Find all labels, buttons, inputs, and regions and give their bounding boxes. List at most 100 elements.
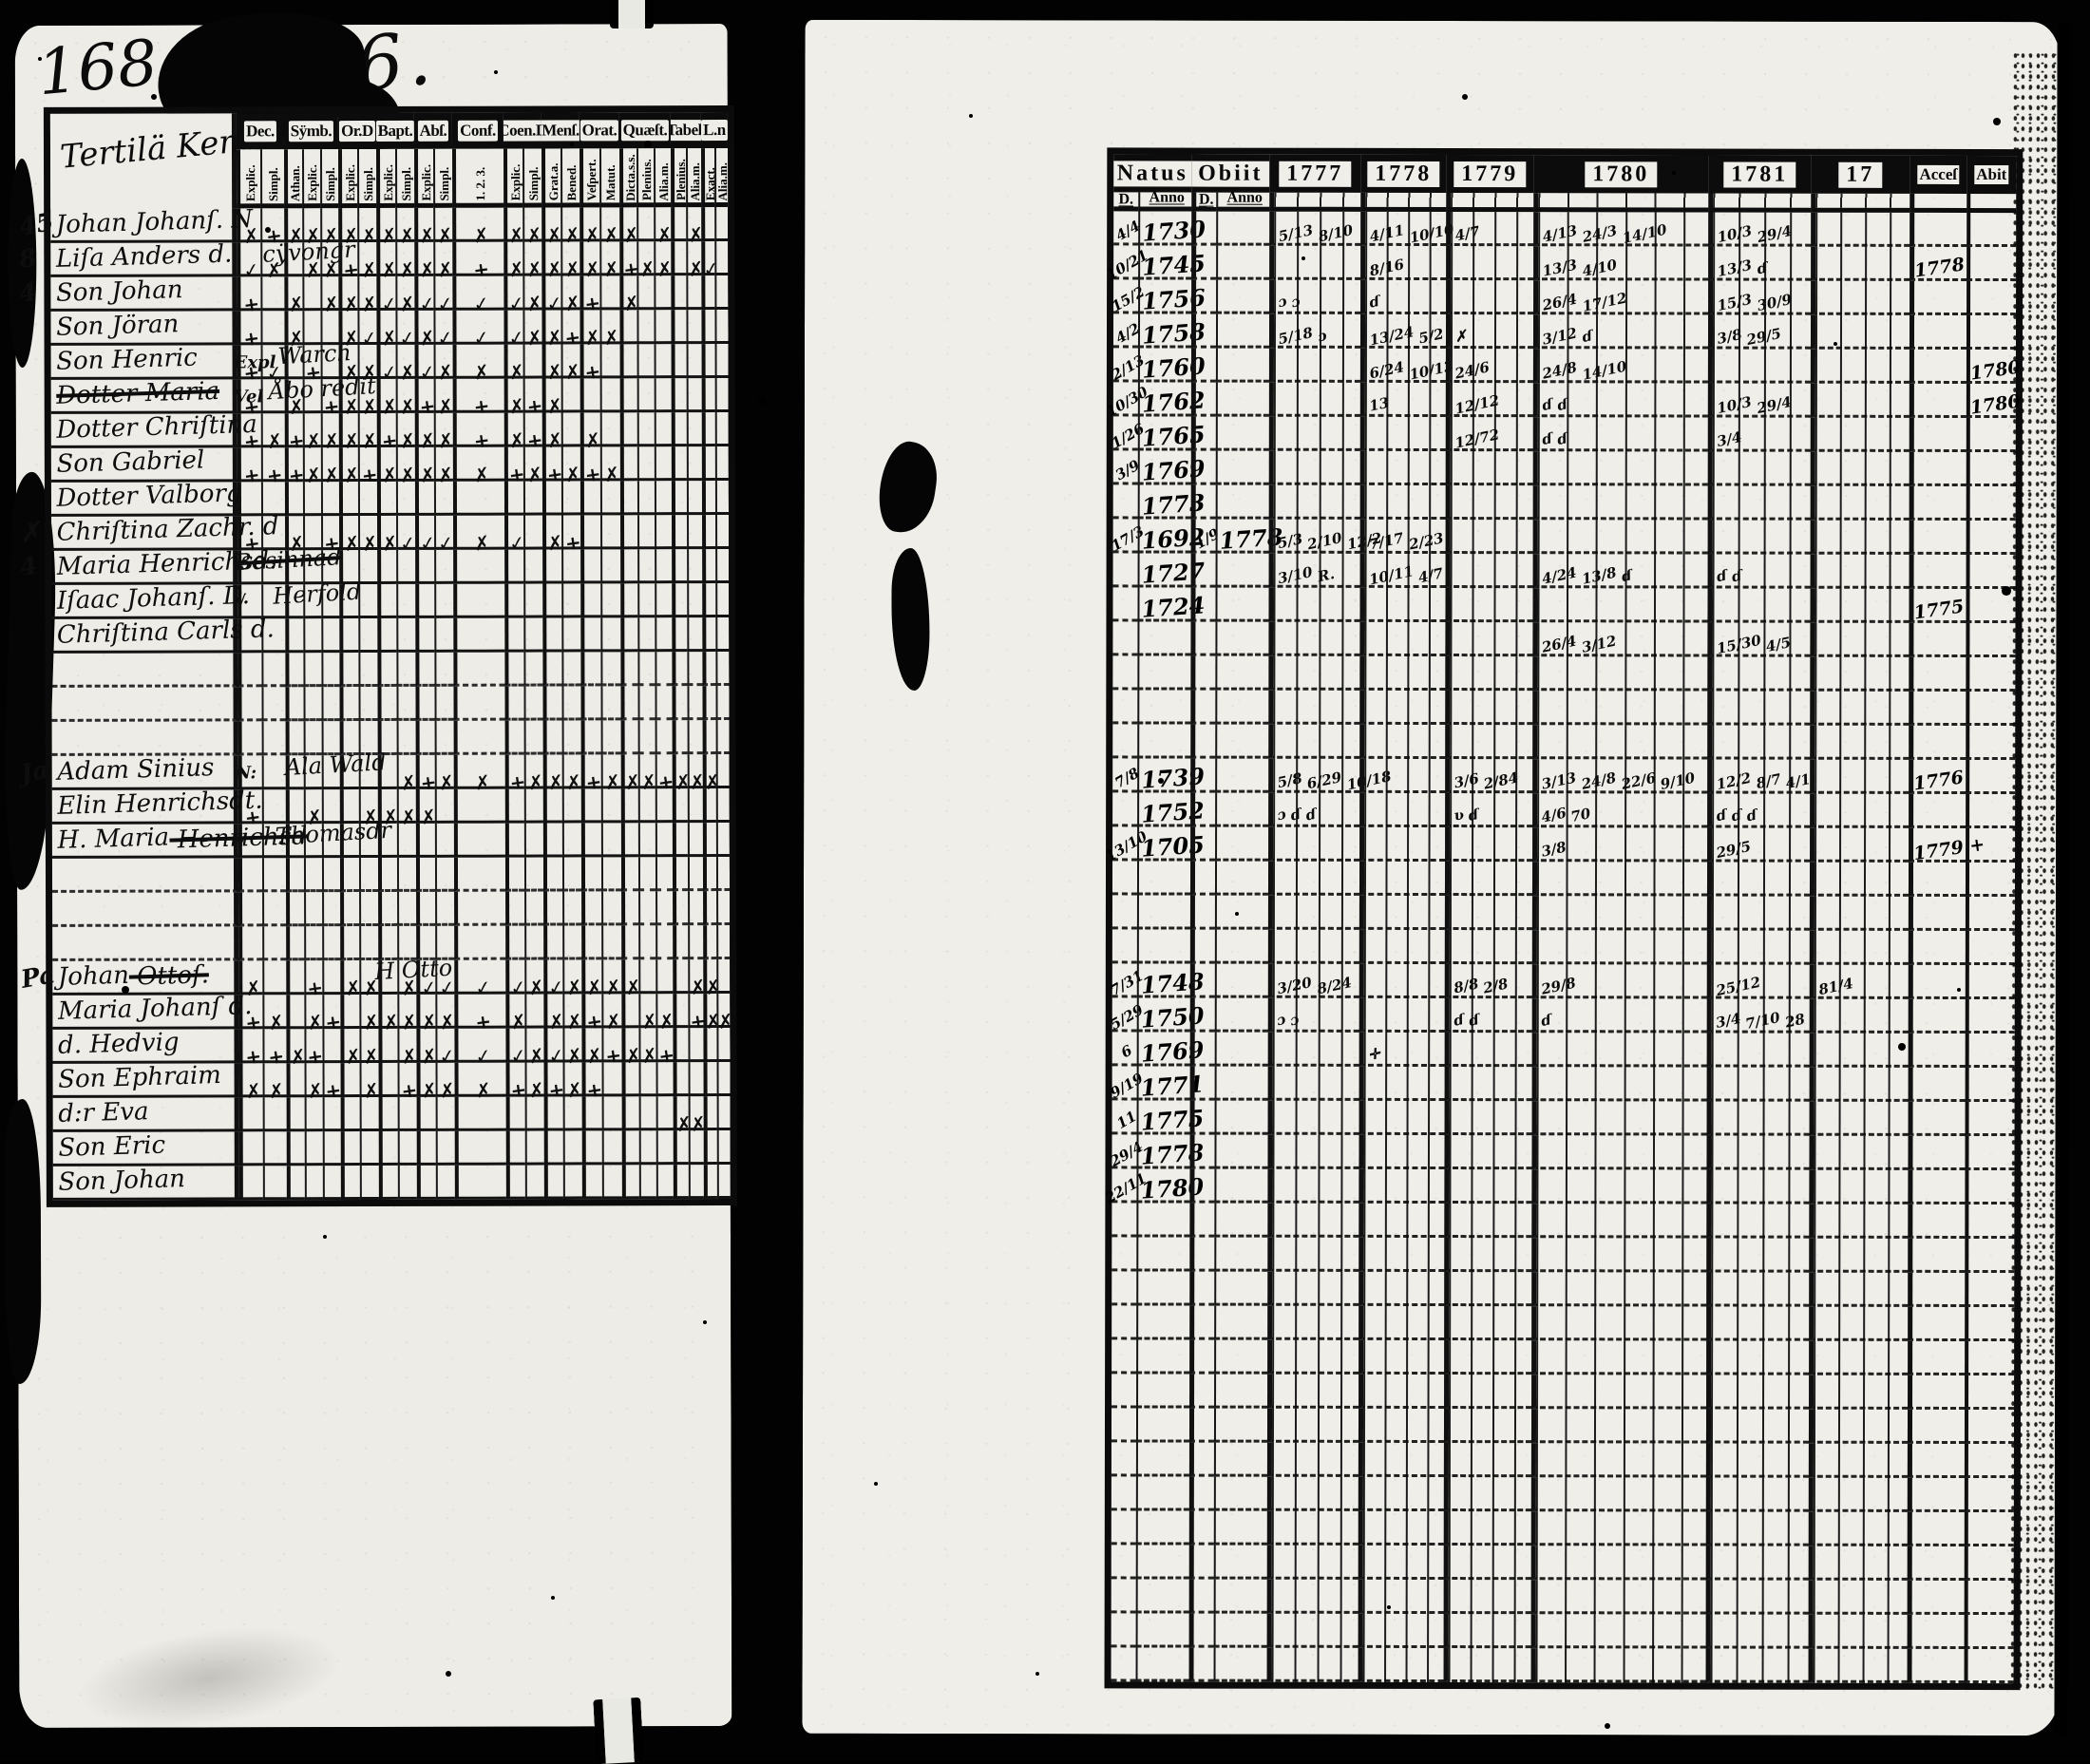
communion-year-cell: [1810, 793, 1910, 828]
mark-cell: [600, 788, 621, 824]
mark-cell: [416, 1130, 436, 1166]
acces-cell: [1907, 1648, 1965, 1683]
communion-year-cell: [1358, 1066, 1445, 1102]
sub-header-text: Anno: [1226, 189, 1263, 206]
names-header: Tertilä Kentti: [49, 113, 277, 209]
communion-year-cell: [1809, 1067, 1909, 1102]
mark-cell: [600, 583, 621, 618]
subcolumn-label: Explic.: [375, 148, 396, 208]
natus-year-cell: [1135, 1545, 1189, 1580]
abit-cell: [1966, 212, 2017, 248]
natus-year-cell: 1773: [1137, 484, 1206, 521]
mark-cell: [599, 481, 621, 516]
obiit-day-cell: [1190, 655, 1216, 691]
mark-cell: ✗: [434, 754, 456, 795]
abit-cell: [1966, 451, 2016, 487]
communion-year-cell: [1358, 1237, 1445, 1273]
communion-date: 22/6: [1619, 768, 1658, 793]
mark-cell: [284, 242, 303, 277]
obiit-year-cell: [1214, 1168, 1268, 1204]
mark-cell: [505, 891, 525, 926]
communion-date: ɗ: [1467, 1011, 1481, 1030]
acces-cell: [1908, 998, 1966, 1034]
mark-cell: ✗: [376, 241, 398, 282]
mark-cell: [320, 345, 339, 380]
obiit-year-cell: [1214, 1237, 1268, 1272]
obiit-header-text: Obiit: [1191, 161, 1270, 187]
mark-cell: [637, 583, 656, 618]
communion-year-cell: [1268, 416, 1360, 451]
communion-year-cell: [1532, 451, 1708, 486]
communion-date: 7/17: [1367, 529, 1406, 554]
communion-year-cell: [1359, 724, 1446, 760]
mark-cell: [358, 754, 378, 790]
natus-day-cell: 7/31: [1107, 963, 1146, 998]
mark-cell: [321, 858, 341, 893]
communion-date: 29/4: [1755, 392, 1794, 418]
natus-year-cell: 1748: [1136, 963, 1206, 999]
folio-number-left: 168: [34, 26, 161, 110]
communion-year-cell: [1358, 1613, 1444, 1649]
communion-year-cell: [1532, 691, 1708, 726]
mark-cell: [599, 378, 620, 413]
mark-cell: ✓: [454, 1028, 506, 1069]
communion-date: 5/18: [1276, 324, 1315, 349]
communion-year-cell: [1445, 656, 1533, 692]
mark-cell: [285, 687, 304, 722]
communion-year-cell: [1707, 451, 1811, 486]
mark-cell: [435, 891, 455, 926]
mark-cell: +: [505, 1062, 527, 1103]
natus-day-cell: [1112, 1339, 1137, 1375]
mark-cell: [673, 1130, 689, 1166]
obiit-year-cell: [1213, 1442, 1267, 1477]
acces-cell: [1908, 862, 1966, 897]
communion-year-cell: [1359, 758, 1446, 794]
subcolumn-label-text: Alia.m.: [687, 161, 702, 201]
communion-year-cell: [1267, 1168, 1359, 1204]
mark-cell: [321, 584, 340, 619]
communion-date: ɗ: [1744, 806, 1759, 825]
mark-cell: [703, 891, 717, 926]
mark-cell: [358, 652, 378, 688]
mark-cell: [505, 1130, 525, 1166]
mark-cell: [434, 857, 455, 892]
mark-cell: [655, 515, 673, 550]
mark-cell: [580, 549, 601, 584]
mark-cell: [654, 412, 672, 447]
mark-cell: ✗: [358, 788, 380, 829]
person-name: Son Johan: [58, 1165, 186, 1197]
mark-cell: [702, 823, 716, 858]
mark-cell: [703, 1096, 717, 1131]
communion-year-cell: [1531, 1375, 1707, 1410]
mark-cell: ✗: [688, 754, 707, 794]
communion-year-cell: 10/11 4/7: [1359, 553, 1446, 588]
mark-cell: [261, 789, 286, 825]
mark-cell: [687, 583, 703, 618]
mark-cell: [358, 549, 378, 585]
natus-year-cell: 1778: [1136, 1134, 1205, 1170]
mark-cell: [715, 823, 730, 858]
obiit-year-cell: [1215, 382, 1269, 417]
communion-year-cell: [1532, 725, 1708, 760]
column-group-label: Tabel.: [670, 112, 701, 149]
mark-cell: ✗: [542, 754, 565, 795]
obiit-day-cell: [1189, 1237, 1215, 1272]
column-group-label: Menſ.: [541, 112, 580, 149]
year-header: 1778: [1360, 154, 1447, 194]
name-cell: Chriſtina Zachr. d: [51, 512, 279, 551]
mark-cell: ✗: [452, 344, 504, 385]
mark-cell: [688, 1165, 704, 1200]
fold-shadow: [891, 548, 930, 692]
mark-cell: ✗: [542, 310, 563, 351]
subcolumn-label-text: Athan.: [288, 165, 303, 202]
subcolumn-label: Simpl.: [432, 148, 453, 208]
communion-date: ɗ: [1540, 429, 1554, 449]
communion-year-cell: [1444, 930, 1532, 965]
obiit-year-cell: [1215, 313, 1270, 349]
communion-year-cell: [1358, 997, 1445, 1034]
column-group-label: Abſ.: [413, 112, 452, 149]
obiit-day-cell: [1190, 416, 1216, 451]
subcolumn-label: Explic.: [301, 149, 321, 209]
mark-cell: [453, 686, 505, 721]
year-subcolumns: [1269, 192, 1361, 212]
